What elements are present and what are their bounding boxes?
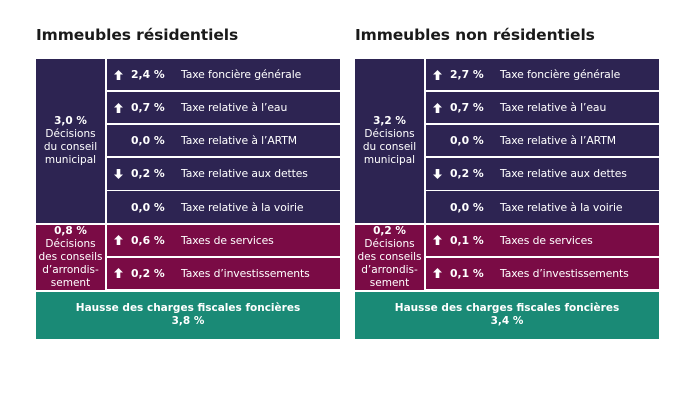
council-group: 3,0 % Décisions du conseil municipal 2,4…: [36, 59, 340, 223]
up-arrow-icon: [426, 268, 448, 279]
tax-value: 0,0 %: [450, 200, 484, 214]
non-residential-panel: Immeubles non résidentiels 3,2 % Décisio…: [355, 22, 659, 339]
residential-panel: Immeubles résidentiels 3,0 % Décisions d…: [36, 22, 340, 339]
up-arrow-icon: [426, 69, 448, 80]
council-label: Décisions du conseil municipal: [362, 127, 417, 166]
total-value: 3,8 %: [171, 315, 205, 328]
tax-name: Taxe relative à la voirie: [500, 200, 623, 214]
tax-value: 2,4 %: [131, 68, 165, 82]
tax-row: 0,1 % Taxes d’investissements: [426, 257, 659, 290]
council-summary: 3,0 % Décisions du conseil municipal: [36, 59, 105, 223]
tax-name: Taxe foncière générale: [181, 68, 302, 82]
total-banner: Hausse des charges fiscales foncières 3,…: [36, 291, 340, 339]
down-arrow-icon: [107, 168, 129, 179]
borough-rows: 0,6 % Taxes de services 0,2 % Taxes d’in…: [107, 224, 340, 290]
council-group: 3,2 % Décisions du conseil municipal 2,7…: [355, 59, 659, 223]
tax-row: 0,7 % Taxe relative à l’eau: [107, 92, 340, 124]
tax-name: Taxe relative aux dettes: [500, 167, 627, 181]
tax-row: 0,2 % Taxe relative aux dettes: [426, 158, 659, 190]
up-arrow-icon: [107, 268, 129, 279]
tax-row: 2,7 % Taxe foncière générale: [426, 59, 659, 91]
tax-value: 0,2 %: [131, 167, 165, 181]
council-pct: 3,0 %: [54, 114, 87, 127]
down-arrow-icon: [426, 168, 448, 179]
borough-label: Décisions des conseils d’arrondis-sement: [38, 237, 103, 289]
borough-group: 0,2 % Décisions des conseils d’arrondis-…: [355, 224, 659, 290]
tax-value: 0,0 %: [131, 134, 165, 148]
tax-row: 0,2 % Taxe relative aux dettes: [107, 158, 340, 190]
up-arrow-icon: [426, 235, 448, 246]
up-arrow-icon: [426, 102, 448, 113]
tax-name: Taxe foncière générale: [500, 68, 621, 82]
tax-name: Taxe relative aux dettes: [181, 167, 308, 181]
up-arrow-icon: [107, 235, 129, 246]
panel-title: Immeubles non résidentiels: [355, 26, 595, 44]
tax-row: 0,7 % Taxe relative à l’eau: [426, 92, 659, 124]
borough-pct: 0,2 %: [373, 224, 406, 237]
tax-row: 0,1 % Taxes de services: [426, 224, 659, 256]
tax-name: Taxes d’investissements: [500, 266, 629, 280]
tax-name: Taxe relative à l’eau: [500, 101, 607, 115]
tax-name: Taxe relative à la voirie: [181, 200, 304, 214]
up-arrow-icon: [107, 102, 129, 113]
borough-summary: 0,8 % Décisions des conseils d’arrondis-…: [36, 224, 105, 290]
tax-name: Taxe relative à l’eau: [181, 101, 288, 115]
council-rows: 2,7 % Taxe foncière générale 0,7 % Taxe …: [426, 59, 659, 223]
total-banner: Hausse des charges fiscales foncières 3,…: [355, 291, 659, 339]
total-label: Hausse des charges fiscales foncières: [394, 302, 620, 315]
tax-row: 0,0 % Taxe relative à l’ARTM: [107, 125, 340, 157]
tax-row: 0,2 % Taxes d’investissements: [107, 257, 340, 290]
tax-value: 0,1 %: [450, 233, 484, 247]
tax-row: 2,4 % Taxe foncière générale: [107, 59, 340, 91]
borough-rows: 0,1 % Taxes de services 0,1 % Taxes d’in…: [426, 224, 659, 290]
council-rows: 2,4 % Taxe foncière générale 0,7 % Taxe …: [107, 59, 340, 223]
tax-value: 0,7 %: [131, 101, 165, 115]
tax-row: 0,0 % Taxe relative à l’ARTM: [426, 125, 659, 157]
council-pct: 3,2 %: [373, 114, 406, 127]
tax-row: 0,0 % Taxe relative à la voirie: [107, 191, 340, 223]
tax-value: 0,0 %: [131, 200, 165, 214]
tax-value: 0,2 %: [131, 266, 165, 280]
council-summary: 3,2 % Décisions du conseil municipal: [355, 59, 424, 223]
tax-name: Taxe relative à l’ARTM: [181, 134, 298, 148]
tax-value: 0,7 %: [450, 101, 484, 115]
total-label: Hausse des charges fiscales foncières: [75, 302, 301, 315]
tax-name: Taxes de services: [181, 233, 274, 247]
tax-name: Taxes d’investissements: [181, 266, 310, 280]
total-value: 3,4 %: [490, 315, 524, 328]
tax-row: 0,0 % Taxe relative à la voirie: [426, 191, 659, 223]
panel-title: Immeubles résidentiels: [36, 26, 239, 44]
tax-grid: 3,2 % Décisions du conseil municipal 2,7…: [355, 59, 659, 339]
borough-pct: 0,8 %: [54, 224, 87, 237]
borough-group: 0,8 % Décisions des conseils d’arrondis-…: [36, 224, 340, 290]
borough-label: Décisions des conseils d’arrondis-sement: [357, 237, 422, 289]
tax-row: 0,6 % Taxes de services: [107, 224, 340, 256]
tax-value: 2,7 %: [450, 68, 484, 82]
borough-summary: 0,2 % Décisions des conseils d’arrondis-…: [355, 224, 424, 290]
tax-value: 0,2 %: [450, 167, 484, 181]
council-label: Décisions du conseil municipal: [43, 127, 98, 166]
up-arrow-icon: [107, 69, 129, 80]
tax-name: Taxes de services: [500, 233, 593, 247]
tax-name: Taxe relative à l’ARTM: [500, 134, 617, 148]
tax-value: 0,0 %: [450, 134, 484, 148]
tax-value: 0,6 %: [131, 233, 165, 247]
tax-grid: 3,0 % Décisions du conseil municipal 2,4…: [36, 59, 340, 339]
tax-value: 0,1 %: [450, 266, 484, 280]
